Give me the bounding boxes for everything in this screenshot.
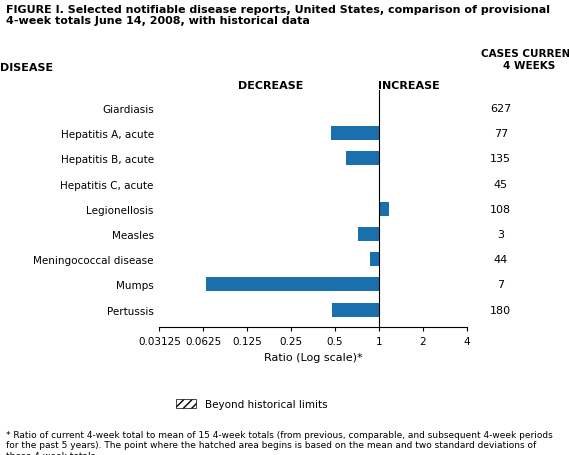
Text: 180: 180: [490, 305, 512, 315]
Bar: [347, 152, 379, 166]
Text: DECREASE: DECREASE: [237, 81, 303, 91]
Bar: [370, 253, 379, 267]
Text: 77: 77: [493, 129, 508, 139]
Bar: [358, 228, 379, 242]
Legend: Beyond historical limits: Beyond historical limits: [176, 399, 327, 409]
Text: 44: 44: [493, 255, 508, 265]
Text: 627: 627: [490, 104, 512, 114]
Text: 108: 108: [490, 204, 512, 214]
Text: INCREASE: INCREASE: [378, 81, 439, 91]
Text: 3: 3: [497, 229, 504, 239]
X-axis label: Ratio (Log scale)*: Ratio (Log scale)*: [263, 352, 362, 362]
Text: 45: 45: [494, 179, 508, 189]
Bar: [379, 102, 380, 116]
Text: DISEASE: DISEASE: [0, 63, 53, 73]
Text: 7: 7: [497, 280, 504, 290]
Text: FIGURE I. Selected notifiable disease reports, United States, comparison of prov: FIGURE I. Selected notifiable disease re…: [6, 5, 550, 26]
Bar: [379, 202, 389, 216]
Text: * Ratio of current 4-week total to mean of 15 4-week totals (from previous, comp: * Ratio of current 4-week total to mean …: [6, 430, 552, 455]
Text: 135: 135: [490, 154, 511, 164]
Bar: [206, 278, 379, 292]
Text: CASES CURRENT
4 WEEKS: CASES CURRENT 4 WEEKS: [481, 49, 569, 71]
Bar: [331, 127, 379, 141]
Bar: [332, 303, 379, 317]
